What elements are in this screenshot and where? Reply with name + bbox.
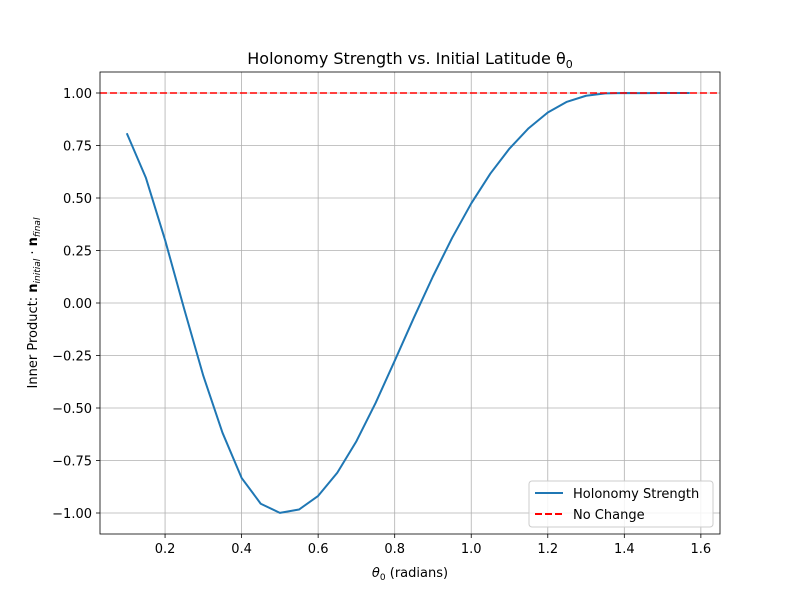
y-tick-label: −0.25: [52, 350, 92, 365]
x-axis-label: θ0 (radians): [372, 566, 448, 583]
y-axis-label-subscript-2: final: [33, 217, 43, 237]
y-tick-label: 0.25: [63, 245, 92, 260]
x-axis-label-unit: (radians): [386, 566, 448, 581]
legend-box: [528, 480, 714, 528]
chart-title-subscript: 0: [566, 58, 573, 71]
y-axis-label-vector-1: n: [26, 284, 41, 293]
x-tick-label: 0.6: [308, 542, 329, 557]
y-tick-label: −1.00: [52, 507, 92, 522]
chart-title-text: Holonomy Strength vs. Initial Latitude θ: [247, 49, 565, 68]
x-tick-label: 1.6: [691, 542, 712, 557]
y-tick-label: 0.75: [63, 140, 92, 155]
x-tick-label: 0.2: [155, 542, 176, 557]
x-axis-ticks: 0.2 0.4 0.6 0.8 1.0 1.2 1.4 1.6: [155, 534, 711, 557]
y-axis-label-vector-2: n: [26, 237, 41, 246]
y-tick-label: 1.00: [63, 87, 92, 102]
x-tick-label: 1.0: [461, 542, 482, 557]
x-tick-label: 1.2: [537, 542, 558, 557]
legend-label-holonomy-strength: Holonomy Strength: [573, 487, 699, 502]
x-tick-label: 0.4: [231, 542, 252, 557]
grid-lines: [100, 72, 720, 534]
y-axis-label: Inner Product: ninitial · nfinal: [26, 217, 43, 388]
y-axis-label-dot: ·: [26, 246, 41, 258]
y-tick-label: 0.00: [63, 297, 92, 312]
series-lines: [100, 92, 720, 514]
legend-label-no-change: No Change: [573, 508, 645, 523]
y-tick-label: −0.50: [52, 402, 92, 417]
y-axis-label-prefix: Inner Product:: [26, 293, 41, 389]
y-tick-label: 0.50: [63, 192, 92, 207]
chart-title: Holonomy Strength vs. Initial Latitude θ…: [247, 49, 572, 71]
x-tick-label: 0.8: [384, 542, 405, 557]
x-axis-label-symbol: θ: [372, 566, 380, 581]
y-axis-label-subscript-1: initial: [33, 258, 43, 283]
y-tick-label: −0.75: [52, 455, 92, 470]
x-tick-label: 1.4: [614, 542, 635, 557]
y-axis-ticks: −1.00 −0.75 −0.50 −0.25 0.00 0.25 0.50 0.75 1.00: [52, 87, 100, 522]
legend: Holonomy Strength No Change: [528, 480, 714, 528]
x-axis-label-subscript: 0: [380, 573, 386, 583]
